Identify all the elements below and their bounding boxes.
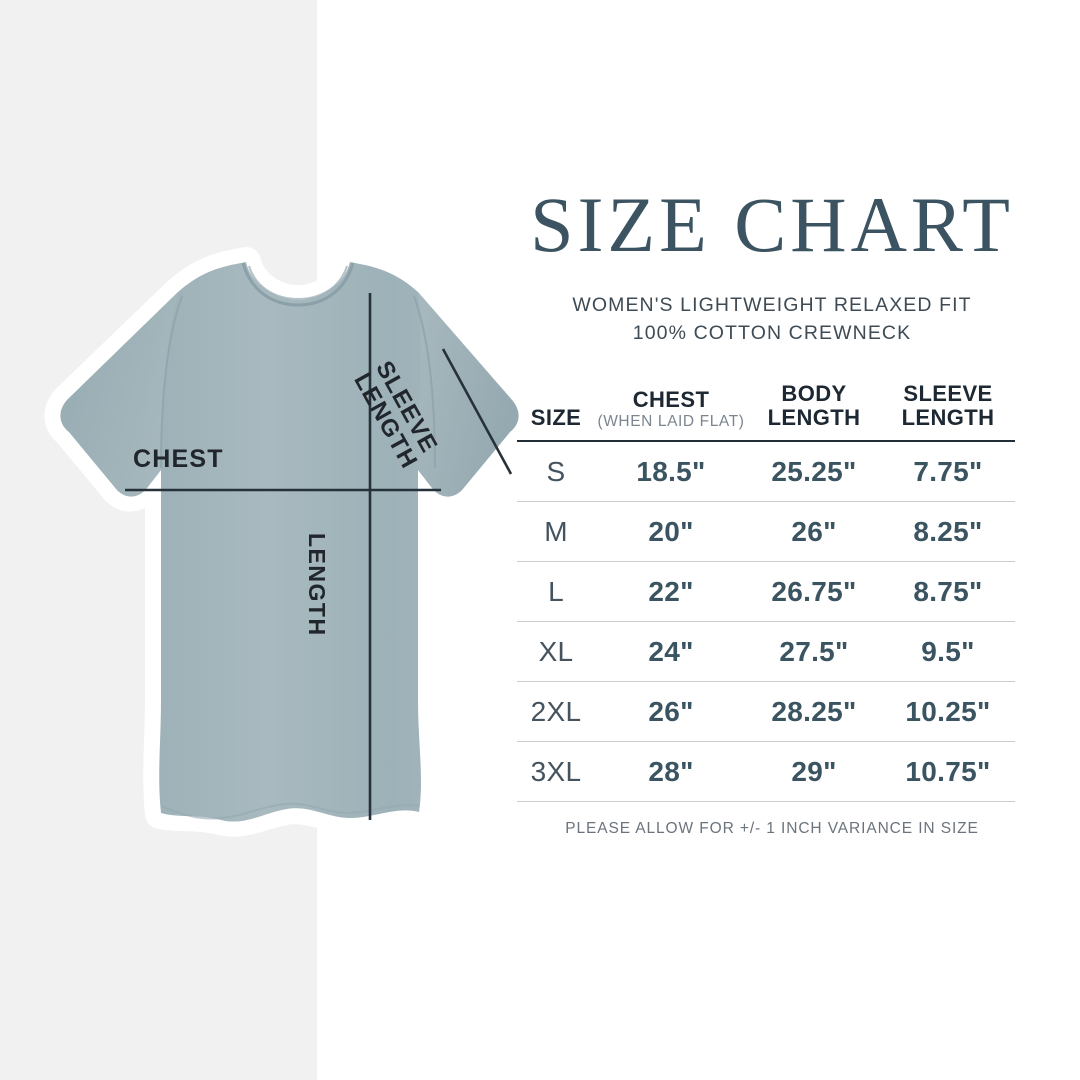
- cell-size: 2XL: [517, 681, 595, 742]
- cell-chest: 24": [595, 621, 747, 682]
- cell-sleeve-length: 9.5": [881, 621, 1015, 682]
- column-header-chest-note: (WHEN LAID FLAT): [597, 413, 745, 431]
- cell-sleeve-length: 8.75": [881, 561, 1015, 622]
- cell-body-length: 26": [747, 501, 881, 562]
- column-header-body-length-line-1: BODY: [781, 380, 847, 406]
- column-header-body-length-line-2: LENGTH: [767, 405, 861, 431]
- chest-measurement-label: CHEST: [133, 445, 224, 473]
- table-row: XL 24" 27.5" 9.5": [517, 621, 1015, 682]
- cell-chest: 22": [595, 561, 747, 622]
- cell-size: XL: [517, 621, 595, 682]
- cell-size: 3XL: [517, 741, 595, 802]
- column-header-sleeve-length: SLEEVE LENGTH: [881, 380, 1015, 442]
- shirt-hem: [160, 802, 420, 820]
- cell-chest: 26": [595, 681, 747, 742]
- table-row: 2XL 26" 28.25" 10.25": [517, 681, 1015, 742]
- table-row: S 18.5" 25.25" 7.75": [517, 440, 1015, 502]
- cell-body-length: 25.25": [747, 440, 881, 502]
- size-chart-table: SIZE CHEST (WHEN LAID FLAT) BODY LENGTH …: [517, 380, 1015, 802]
- cell-chest: 28": [595, 741, 747, 802]
- table-row: M 20" 26" 8.25": [517, 501, 1015, 562]
- cell-size: S: [517, 440, 595, 502]
- cell-body-length: 27.5": [747, 621, 881, 682]
- cell-body-length: 26.75": [747, 561, 881, 622]
- variance-footnote: PLEASE ALLOW FOR +/- 1 INCH VARIANCE IN …: [565, 819, 979, 837]
- cell-sleeve-length: 8.25": [881, 501, 1015, 562]
- length-measurement-label: LENGTH: [304, 533, 330, 637]
- shirt-sleeve-left: [60, 292, 178, 497]
- table-row: L 22" 26.75" 8.75": [517, 561, 1015, 622]
- cell-size: M: [517, 501, 595, 562]
- table-row: 3XL 28" 29" 10.75": [517, 741, 1015, 802]
- cell-chest: 18.5": [595, 440, 747, 502]
- sleeve-seam-right: [413, 295, 436, 469]
- column-header-body-length: BODY LENGTH: [747, 380, 881, 442]
- cell-body-length: 29": [747, 741, 881, 802]
- sleeve-measure-line: [441, 348, 513, 475]
- chart-subtitle-line-1: WOMEN'S LIGHTWEIGHT RELAXED FIT: [572, 294, 972, 316]
- size-chart-panel: SIZE CHART WOMEN'S LIGHTWEIGHT RELAXED F…: [517, 186, 1027, 838]
- shirt-collar-inner: [248, 265, 348, 301]
- cell-sleeve-length: 10.25": [881, 681, 1015, 742]
- column-header-sleeve-length-line-2: LENGTH: [901, 405, 995, 431]
- cell-sleeve-length: 7.75": [881, 440, 1015, 502]
- column-header-size-label: SIZE: [530, 405, 582, 431]
- column-header-chest: CHEST (WHEN LAID FLAT): [595, 381, 747, 442]
- cell-body-length: 28.25": [747, 681, 881, 742]
- sleeve-seam-left: [160, 295, 183, 469]
- column-header-sleeve-length-line-1: SLEEVE: [903, 380, 993, 406]
- cell-sleeve-length: 10.75": [881, 741, 1015, 802]
- column-header-size: SIZE: [517, 381, 595, 442]
- cell-size: L: [517, 561, 595, 622]
- column-header-chest-label: CHEST: [632, 386, 710, 412]
- size-chart-table-body: S 18.5" 25.25" 7.75" M 20" 26" 8.25" L 2…: [517, 440, 1015, 802]
- page-title: SIZE CHART: [530, 181, 1014, 268]
- shirt-collar: [241, 262, 355, 307]
- shirt-body: [60, 262, 519, 822]
- chart-subtitle-line-2: 100% COTTON CREWNECK: [632, 322, 912, 345]
- cell-chest: 20": [595, 501, 747, 562]
- table-header-row: SIZE CHEST (WHEN LAID FLAT) BODY LENGTH …: [517, 380, 1015, 442]
- tshirt-illustration: [60, 262, 519, 822]
- product-image-panel: CHEST LENGTH SLEEVE LENGTH: [60, 262, 519, 822]
